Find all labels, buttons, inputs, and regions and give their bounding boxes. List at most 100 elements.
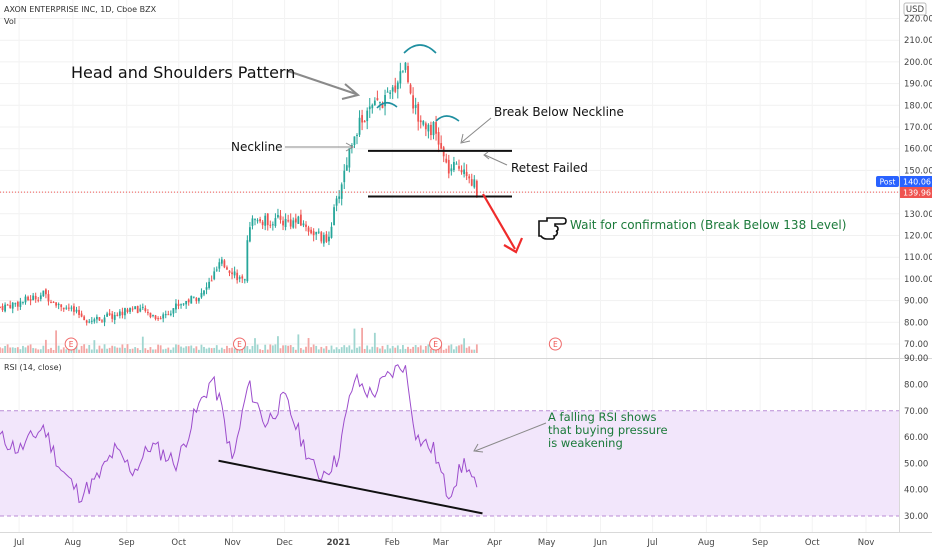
earnings-marker[interactable]: E [548,337,562,351]
candle-body [195,298,198,302]
rsi-note-arrow-head[interactable] [473,443,484,453]
currency-box[interactable] [903,2,927,16]
candle-body [437,132,440,145]
volume-bar [470,349,473,353]
candle-body [75,309,78,312]
volume-bar [83,344,86,353]
candle-body [134,306,137,310]
volume-bar [453,349,455,353]
projection-arrow-head[interactable] [503,237,524,254]
volume-bar [88,345,91,353]
candle-body [394,85,397,92]
break-arrow-head[interactable] [460,133,471,144]
rsi-trendline[interactable] [218,459,483,515]
volume-bar [463,338,465,353]
volume-bar [399,349,402,353]
retest-arrow[interactable] [484,154,508,166]
pattern-title-annotation[interactable]: Head and Shoulders Pattern [71,63,295,82]
break-arrow[interactable] [461,117,492,143]
rsi-note-line-3[interactable]: is weakening [548,436,623,450]
earnings-marker-circle[interactable] [64,337,78,351]
candle-body [78,309,80,315]
volume-bar [29,344,32,353]
candle-body [455,163,458,165]
post-tag-label-box [876,176,899,187]
candle-body [297,216,300,224]
volume-bar [287,345,290,353]
volume-bar [167,347,170,353]
rsi-note-arrow[interactable] [474,422,547,452]
retest-failed-annotation[interactable]: Retest Failed [511,161,588,175]
projection-arrow[interactable] [482,193,524,254]
candle-body [427,124,430,132]
projection-arrow-line[interactable] [482,193,516,250]
candle-body [475,180,478,196]
right-shoulder-arc[interactable] [435,115,460,122]
volume-bar [460,344,463,353]
volume-label[interactable]: Vol [4,17,16,26]
volume-bar [437,348,440,353]
retest-arrow-head[interactable] [483,151,490,160]
earnings-marker-circle[interactable] [548,337,562,351]
rsi-note-line-2[interactable]: that buying pressure [548,423,668,437]
candle-body [307,227,310,232]
volume-bar [442,349,445,353]
earnings-marker-circle[interactable] [233,337,247,351]
left-shoulder-arc[interactable] [376,101,398,109]
earnings-marker[interactable]: E [233,337,247,351]
candle-body [144,308,147,312]
volume-bar [90,349,93,353]
volume-bar [164,348,167,353]
time-axis[interactable]: Jul Aug Sep Oct Nov Dec 2021 Feb Mar Apr May Jun Jul… [13,538,874,548]
rsi-tick-label: 30.00 [904,512,928,522]
candle-body [50,302,52,304]
break-neckline-annotation[interactable]: Break Below Neckline [494,105,624,119]
pattern-arrow-head[interactable] [341,83,361,100]
candle-body [315,232,318,235]
symbol-title[interactable]: AXON ENTERPRISE INC, 1D, Cboe BZX [4,5,157,14]
pattern-arrow[interactable] [287,70,357,95]
volume-bar [226,345,228,353]
candle-body [251,218,254,226]
wait-confirmation-annotation[interactable]: Wait for confirmation (Break Below 138 L… [570,218,846,232]
pointing-hand-icon [538,217,567,240]
candle-body [103,317,106,323]
volume-bar [1,348,4,353]
neckline-arrow-head[interactable] [345,142,355,152]
price-tick-label: 150.00 [904,166,932,176]
volume-bar [351,349,353,353]
candle-body [231,272,233,275]
rsi-title[interactable]: RSI (14, close) [4,363,62,372]
candle-body [310,229,312,234]
candle-body [302,223,305,226]
time-tick-label: Aug [698,538,715,548]
head-arc[interactable] [403,44,437,54]
volume-bar [190,345,193,353]
volume-bar [37,349,40,353]
rsi-axis[interactable]: 90.00 80.00 70.00 60.00 50.00 40.00 30.00 [904,354,928,522]
volume-bar [358,346,361,353]
price-tick-label: 100.00 [904,275,932,285]
earnings-marker-circle[interactable] [429,337,443,351]
rsi-note-line-1[interactable]: A falling RSI shows [548,410,657,424]
candle-body [289,219,292,227]
volume-bar [363,348,366,353]
candle-body [432,122,435,136]
price-pane[interactable] [0,0,899,358]
volume-bar [417,347,420,353]
earnings-marker[interactable]: E [429,337,443,351]
candle-body [101,320,103,322]
candle-body [88,321,91,323]
volume-bar [279,348,282,353]
time-tick-label: Jul [646,538,657,548]
earnings-marker[interactable]: E [64,337,78,351]
candle-body [126,309,129,312]
last-tag-box [900,187,932,198]
time-tick-label: Oct [171,538,186,548]
candle-body [67,307,70,309]
annotation-arrows[interactable] [285,70,547,453]
volume-bar [368,349,371,353]
neckline-annotation[interactable]: Neckline [231,140,283,154]
